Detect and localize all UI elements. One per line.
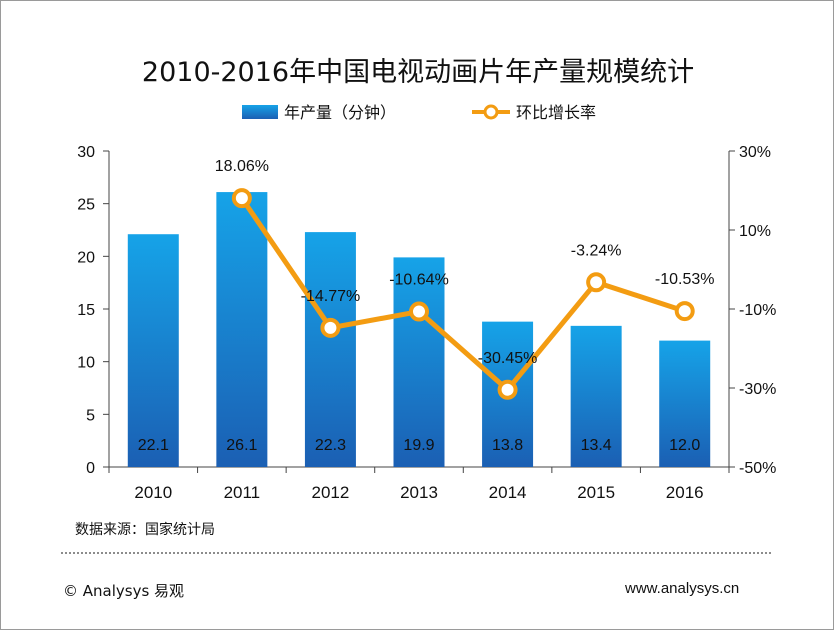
- bar: [659, 340, 711, 467]
- left-axis-tick-label: 25: [77, 197, 95, 214]
- website-link[interactable]: www.analysys.cn: [625, 580, 740, 597]
- bar-value-label: 22.3: [315, 437, 346, 454]
- x-axis-tick-label: 2013: [400, 483, 438, 502]
- left-axis-tick-label: 30: [77, 144, 95, 161]
- growth-rate-point: [320, 317, 341, 338]
- right-axis-tick-label: -30%: [739, 381, 776, 398]
- growth-rate-label: -30.45%: [478, 350, 538, 367]
- growth-rate-point: [409, 301, 429, 322]
- right-axis-tick-label: -50%: [739, 460, 776, 477]
- legend-line-label: 环比增长率: [516, 103, 596, 122]
- copyright: © Analysys 易观: [63, 582, 185, 600]
- left-axis-tick-label: 0: [86, 460, 95, 477]
- bar: [216, 192, 268, 467]
- right-axis-tick-label: 10%: [739, 223, 771, 240]
- data-source: 数据来源：国家统计局: [75, 522, 215, 538]
- growth-rate-point: [497, 379, 518, 400]
- bars: [127, 192, 711, 467]
- x-axis-tick-label: 2011: [224, 483, 261, 502]
- axes: 0 5 10 15 20 25 30 -50% -30% -10% 10% 30% 2010 2011 20…: [77, 144, 776, 502]
- bar: [393, 257, 445, 467]
- chart-title: 2010-2016年中国电视动画片年产量规模统计: [142, 57, 694, 88]
- bar: [304, 232, 356, 467]
- bar-value-label: 13.4: [581, 437, 612, 454]
- divider: [61, 552, 771, 554]
- growth-rate-label: -3.24%: [571, 242, 622, 259]
- growth-rate-point: [674, 301, 695, 322]
- x-axis-tick-label: 2012: [312, 483, 350, 502]
- x-axis-tick-label: 2010: [134, 483, 172, 502]
- data-labels: 22.1 26.1 22.3 19.9 13.8 13.4 12.0 18.06% -14.77…: [138, 158, 715, 454]
- growth-rate-label: -10.64%: [389, 272, 449, 289]
- right-axis-tick-label: 30%: [739, 144, 771, 161]
- left-axis-tick-label: 5: [86, 407, 95, 424]
- bar-value-label: 26.1: [226, 437, 257, 454]
- bar: [127, 234, 179, 467]
- x-axis-tick-label: 2016: [666, 483, 704, 502]
- x-axis-tick-label: 2014: [489, 483, 527, 502]
- growth-rate-label: -14.77%: [301, 288, 361, 305]
- legend-bar-swatch: [242, 105, 278, 119]
- left-axis-tick-label: 15: [77, 302, 95, 319]
- growth-rate-point: [231, 188, 252, 209]
- growth-rate-label: -10.53%: [655, 271, 715, 288]
- legend-line-marker: [483, 104, 499, 120]
- left-axis-tick-label: 20: [77, 249, 95, 266]
- bar-value-label: 13.8: [492, 437, 523, 454]
- x-axis-tick-label: 2015: [577, 483, 615, 502]
- legend-bar-label: 年产量（分钟）: [284, 103, 396, 122]
- legend: 年产量（分钟） 环比增长率: [242, 103, 596, 122]
- growth-rate-point: [586, 272, 607, 293]
- bar-value-label: 19.9: [403, 437, 434, 454]
- growth-rate-line: [231, 188, 695, 400]
- bar: [570, 325, 622, 467]
- growth-rate-label: 18.06%: [215, 158, 269, 175]
- left-axis-tick-label: 10: [77, 355, 95, 372]
- growth-rate-polyline: [239, 196, 686, 393]
- bar-value-label: 22.1: [138, 437, 169, 454]
- right-axis-tick-label: -10%: [739, 302, 776, 319]
- bar-value-label: 12.0: [669, 437, 700, 454]
